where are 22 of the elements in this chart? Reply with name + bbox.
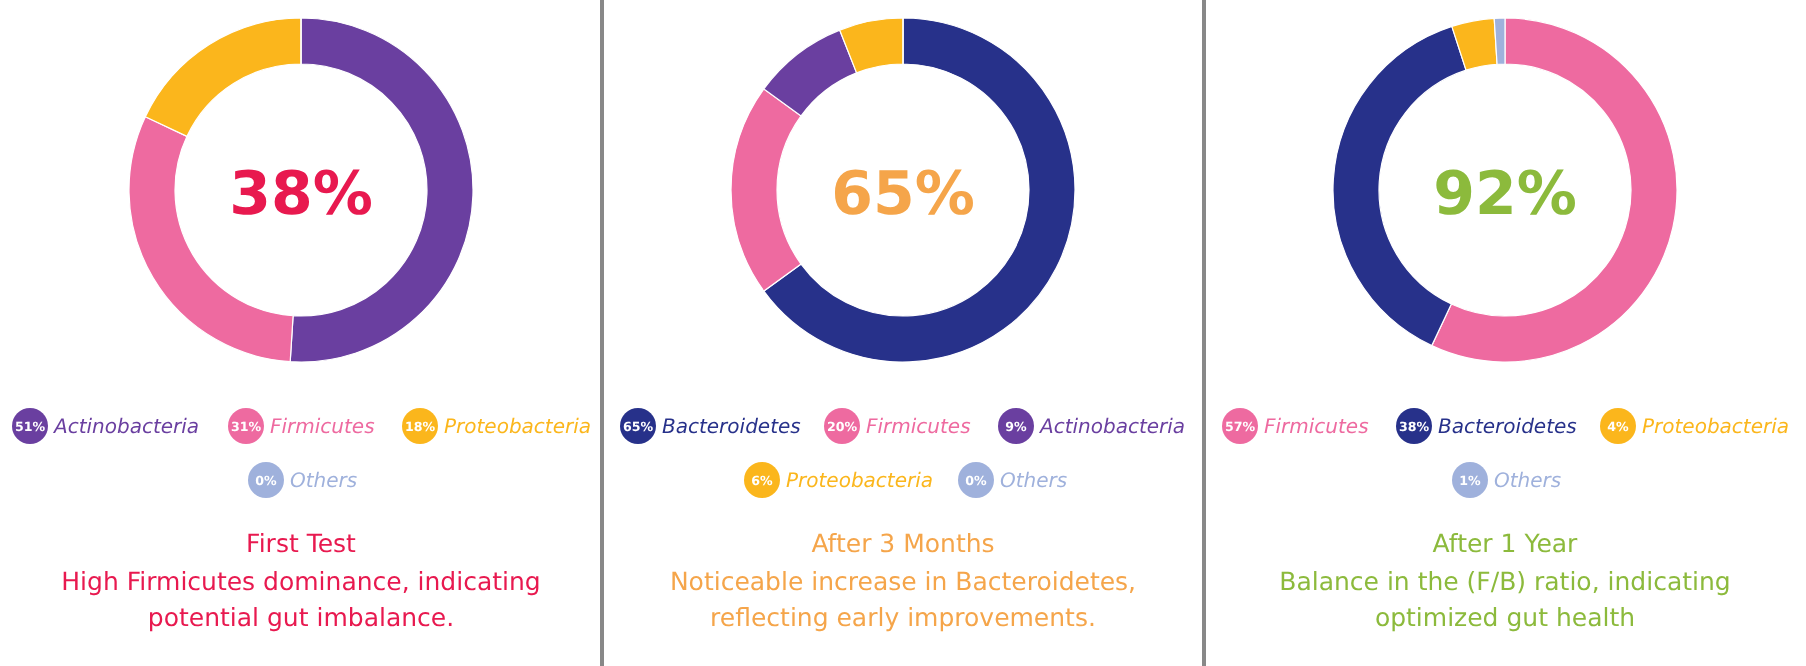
legend-label: Actinobacteria <box>52 417 200 439</box>
legend-label: Bacteroidetes <box>1438 417 1577 439</box>
text: High Firmicutes dominance, indicating potential gut imbalance. <box>61 566 541 632</box>
text: Balance in the (F/B) ratio, indicating optimized gut health <box>1279 566 1731 632</box>
text: After 3 Months <box>811 528 995 558</box>
text: 92% <box>1433 160 1577 230</box>
legend-label: Others <box>1494 471 1562 493</box>
legend-label: Actinobacteria <box>1038 417 1186 439</box>
legend-label: Bacteroidetes <box>662 417 801 439</box>
legend-label: Proteobacteria <box>1642 417 1790 439</box>
legend-label: Others <box>1000 471 1068 493</box>
text: Noticeable increase in Bacteroidetes, reflecting early improvements. <box>669 566 1137 632</box>
text: 38% <box>229 160 373 230</box>
text: 65% <box>831 160 975 230</box>
text: First Test <box>246 528 357 558</box>
legend-label: Firmicutes <box>866 417 971 439</box>
legend-label: Others <box>290 471 358 493</box>
text: After 1 Year <box>1432 528 1580 558</box>
legend-label: Firmicutes <box>1264 417 1369 439</box>
legend-label: Proteobacteria <box>444 417 592 439</box>
legend-label: Proteobacteria <box>786 471 934 493</box>
legend-label: Firmicutes <box>270 417 375 439</box>
